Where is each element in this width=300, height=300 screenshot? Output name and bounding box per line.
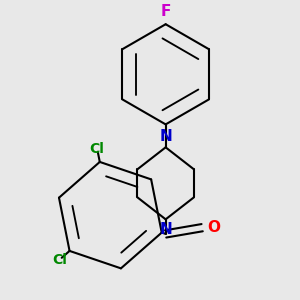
Text: O: O xyxy=(207,220,220,235)
Text: Cl: Cl xyxy=(90,142,105,156)
Text: N: N xyxy=(159,223,172,238)
Text: Cl: Cl xyxy=(52,253,67,267)
Text: F: F xyxy=(160,4,171,19)
Text: N: N xyxy=(159,129,172,144)
